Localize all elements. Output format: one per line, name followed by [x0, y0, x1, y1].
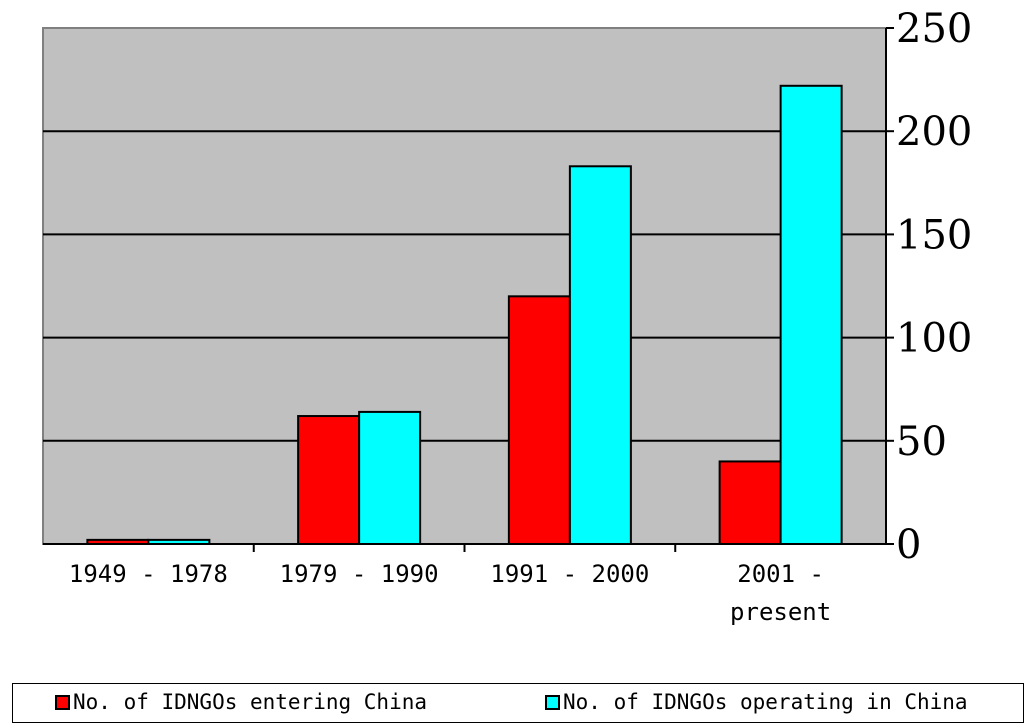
x-axis-labels: 1949 - 1978 1979 - 1990 1991 - 2000 2001 - p…	[69, 544, 831, 626]
x-category-label: 2001 - present	[730, 560, 831, 626]
legend-item-entering: No. of IDNGOs entering China	[55, 690, 427, 714]
x-category-label-line1: 2001 -	[737, 560, 824, 588]
x-category-label: 1949 - 1978	[69, 560, 228, 588]
y-tick-label: 100	[896, 316, 972, 362]
y-tick-label: 0	[896, 522, 921, 568]
bar-operating	[779, 84, 843, 546]
y-axis-ticks: 0 50 100 150 200 250	[886, 6, 972, 568]
y-tick-label: 200	[896, 109, 972, 155]
legend-label-entering: No. of IDNGOs entering China	[73, 690, 428, 714]
bar-operating	[358, 410, 422, 545]
legend-item-operating: No. of IDNGOs operating in China	[545, 690, 968, 714]
plot-area	[42, 27, 887, 545]
x-category-label-line2: present	[730, 598, 831, 626]
bars-group	[86, 84, 843, 546]
bar-entering	[718, 460, 782, 545]
legend-label-operating: No. of IDNGOs operating in China	[563, 690, 968, 714]
y-tick-label: 250	[896, 6, 972, 52]
x-category-label: 1991 - 2000	[490, 560, 649, 588]
y-tick-label: 150	[896, 212, 972, 258]
legend-swatch-operating	[545, 694, 560, 710]
legend: No. of IDNGOs entering China No. of IDNG…	[12, 683, 1024, 723]
gridlines	[43, 130, 886, 442]
y-tick-label: 50	[896, 419, 947, 465]
bar-entering	[297, 415, 361, 546]
x-category-label: 1979 - 1990	[280, 560, 439, 588]
bar-operating	[568, 165, 632, 545]
bar-entering	[507, 295, 571, 545]
legend-swatch-entering	[55, 694, 70, 710]
